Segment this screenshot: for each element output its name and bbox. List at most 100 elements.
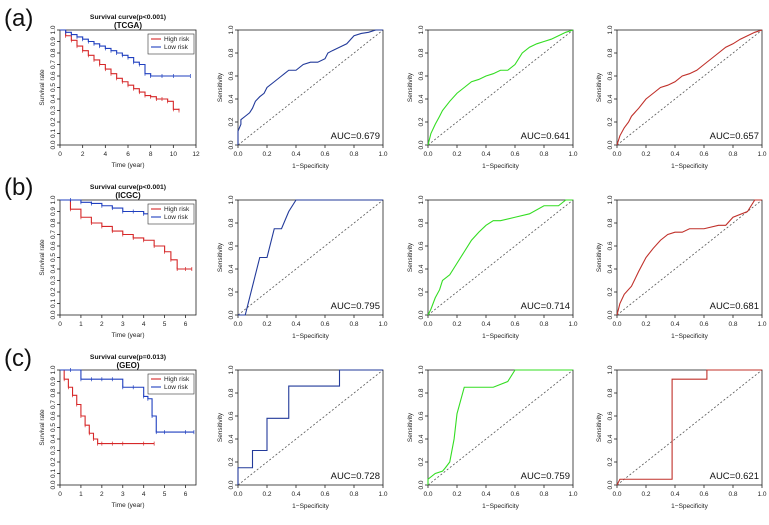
survival-ytick-label: 0.5 [50, 253, 57, 262]
roc-xtick-label: 0.6 [510, 151, 519, 158]
roc-ytick-label: 1.0 [418, 25, 425, 34]
roc-xtick-label: 0.0 [233, 151, 242, 158]
roc-xtick-label: 0.4 [481, 491, 490, 498]
survival-ytick-label: 0.7 [50, 400, 57, 409]
survival-xtick-label: 2 [100, 321, 104, 328]
survival-ytick-label: 0.8 [50, 218, 57, 227]
legend-label: High risk [164, 206, 190, 213]
roc-plot-3: 0.0 0.2 0.4 0.6 0.8 1.0 0.0 0.2 0.4 0.6 0.8 1.0 AUC=… [596, 195, 767, 340]
roc-xtick-label: 0.0 [423, 491, 432, 498]
survival-xtick-label: 1 [79, 321, 83, 328]
roc-plot-3: 0.0 0.2 0.4 0.6 0.8 1.0 0.0 0.2 0.4 0.6 0.8 1.0 AUC=… [596, 365, 767, 510]
roc-ylabel: Sensitivity [407, 412, 414, 442]
roc-ytick-label: 0.2 [607, 117, 614, 126]
survival-ytick-label: 0.4 [50, 94, 57, 103]
legend-label: High risk [164, 36, 190, 43]
auc-label: AUC=0.681 [710, 301, 759, 312]
roc-frame [237, 29, 384, 146]
roc-ytick-label: 0.8 [228, 218, 235, 227]
survival-xtick-label: 0 [58, 321, 62, 328]
roc-plot-1: 0.0 0.2 0.4 0.6 0.8 1.0 0.0 0.2 0.4 0.6 0.8 1.0 AUC=… [217, 365, 388, 510]
roc-xtick-label: 0.2 [641, 321, 650, 328]
survival-ytick-label: 0.7 [50, 230, 57, 239]
roc-frame [616, 369, 763, 486]
survival-xtick-label: 2 [100, 491, 104, 498]
roc-ytick-label: 0.8 [228, 48, 235, 57]
roc-diagonal [616, 29, 763, 146]
panel-label: (c) [4, 345, 32, 372]
roc-ylabel: Sensitivity [596, 242, 603, 272]
legend-label: High risk [164, 376, 190, 383]
roc-ytick-label: 1.0 [607, 365, 614, 374]
roc-ytick-label: 0.4 [228, 94, 235, 103]
roc-xtick-label: 0.8 [728, 151, 737, 158]
survival-ytick-label: 0.6 [50, 411, 57, 420]
roc-xtick-label: 0.2 [641, 151, 650, 158]
roc-ytick-label: 0.2 [418, 287, 425, 296]
survival-ytick-label: 0.6 [50, 71, 57, 80]
roc-xlabel: 1−Specificity [671, 333, 708, 340]
survival-xtick-label: 12 [192, 151, 200, 158]
roc-frame [616, 29, 763, 146]
roc-diagonal [616, 369, 763, 486]
roc-xtick-label: 0.4 [481, 321, 490, 328]
roc-ytick-label: 0.4 [607, 264, 614, 273]
roc-xtick-label: 0.6 [510, 491, 519, 498]
roc-ylabel: Sensitivity [217, 242, 224, 272]
legend-label: Low risk [164, 214, 189, 221]
survival-xtick-label: 6 [126, 151, 130, 158]
roc-xtick-label: 1.0 [568, 321, 577, 328]
roc-xtick-label: 0.8 [349, 491, 358, 498]
roc-frame [427, 199, 574, 316]
roc-diagonal [616, 199, 763, 316]
roc-ytick-label: 0.2 [228, 457, 235, 466]
legend-label: Low risk [164, 384, 189, 391]
survival-ytick-label: 0.1 [50, 129, 57, 138]
roc-xtick-label: 1.0 [568, 151, 577, 158]
roc-ytick-label: 0.4 [607, 434, 614, 443]
roc-xtick-label: 0.2 [452, 491, 461, 498]
auc-label: AUC=0.795 [331, 301, 380, 312]
roc-ytick-label: 0.0 [607, 480, 614, 489]
survival-ytick-label: 0.4 [50, 264, 57, 273]
survival-curve-high-risk [60, 199, 192, 270]
survival-plot: Survival curve(p=0.013)(GEO) 0 1 2 3 4 5 6 0.0 0.… [39, 354, 197, 509]
roc-xtick-label: 1.0 [378, 151, 387, 158]
roc-xtick-label: 0.8 [539, 491, 548, 498]
roc-xtick-label: 0.4 [291, 321, 300, 328]
roc-xlabel: 1−Specificity [671, 503, 708, 510]
roc-xlabel: 1−Specificity [482, 333, 519, 340]
survival-ytick-label: 1.0 [50, 25, 57, 34]
survival-title: Survival curve(p<0.001) [90, 14, 166, 21]
roc-ytick-label: 0.4 [228, 434, 235, 443]
roc-xlabel: 1−Specificity [292, 163, 329, 170]
roc-xtick-label: 0.0 [423, 321, 432, 328]
survival-ylabel: Survival rate [39, 69, 46, 106]
survival-plot: Survival curve(p<0.001)(TCGA) 0 2 4 6 8 10 12 0.… [39, 14, 200, 169]
roc-xtick-label: 0.8 [539, 321, 548, 328]
survival-subtitle: (GEO) [116, 361, 139, 370]
roc-xtick-label: 0.8 [539, 151, 548, 158]
roc-ytick-label: 0.6 [228, 241, 235, 250]
roc-xtick-label: 0.4 [291, 151, 300, 158]
roc-ylabel: Sensitivity [596, 72, 603, 102]
row-c: (c) Survival curve(p=0.013)(GEO) 0 1 2 3 4 5 6 0.… [4, 345, 767, 510]
roc-ytick-label: 0.8 [418, 388, 425, 397]
survival-ylabel: Survival rate [39, 409, 46, 446]
roc-ytick-label: 0.8 [607, 218, 614, 227]
survival-ytick-label: 1.0 [50, 365, 57, 374]
roc-plot-2: 0.0 0.2 0.4 0.6 0.8 1.0 0.0 0.2 0.4 0.6 0.8 1.0 AUC=… [407, 365, 578, 510]
roc-xtick-label: 1.0 [757, 151, 766, 158]
survival-ytick-label: 0.0 [50, 140, 57, 149]
roc-xtick-label: 0.2 [641, 491, 650, 498]
roc-ytick-label: 0.6 [607, 71, 614, 80]
roc-xtick-label: 0.6 [320, 151, 329, 158]
survival-ytick-label: 0.8 [50, 388, 57, 397]
survival-ytick-label: 0.6 [50, 241, 57, 250]
roc-xlabel: 1−Specificity [482, 503, 519, 510]
survival-ytick-label: 0.2 [50, 117, 57, 126]
panel-label: (b) [4, 174, 33, 201]
survival-ytick-label: 0.3 [50, 276, 57, 285]
roc-xtick-label: 0.4 [670, 151, 679, 158]
survival-curve-low-risk [60, 369, 194, 433]
